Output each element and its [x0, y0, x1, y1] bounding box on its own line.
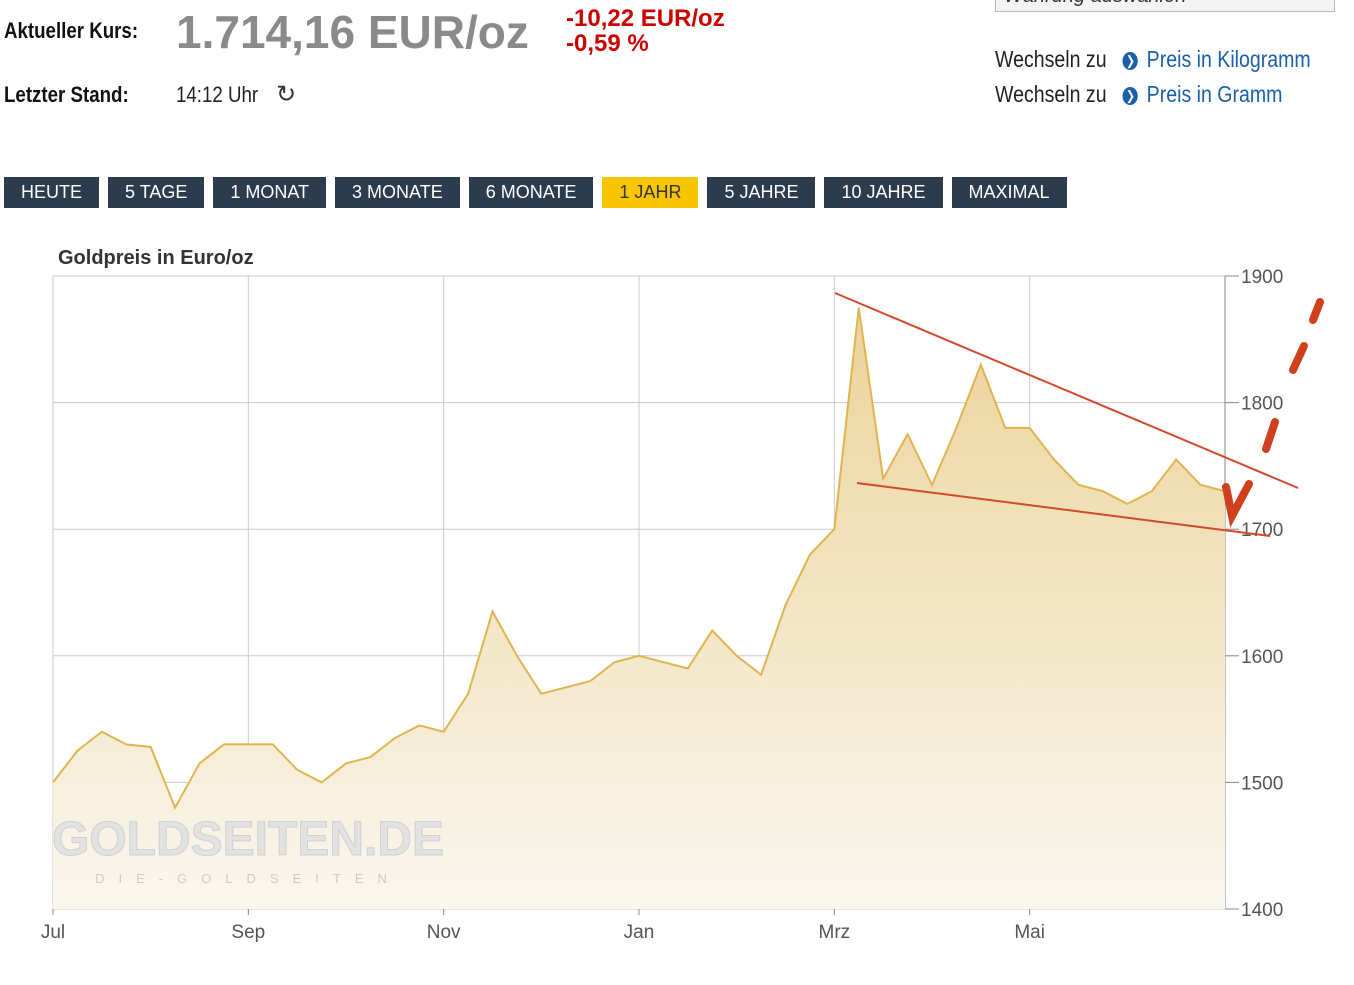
y-tick-label: 1600	[1241, 647, 1283, 668]
price: 1.714,16 EUR/oz	[176, 6, 529, 58]
x-tick-label: Nov	[427, 922, 461, 943]
range-button[interactable]: HEUTE	[4, 177, 100, 208]
range-button[interactable]: 5 JAHRE	[707, 177, 816, 208]
trend-lines	[834, 292, 1299, 537]
y-tick-label: 1800	[1241, 394, 1283, 415]
range-button[interactable]: MAXIMAL	[951, 177, 1067, 208]
trend-line	[834, 292, 1299, 489]
y-tick-label: 1900	[1241, 267, 1283, 288]
plot-frame	[52, 275, 1226, 910]
chart-title: Goldpreis in Euro/oz	[58, 247, 254, 269]
link-g[interactable]: Preis in Gramm	[1146, 81, 1283, 107]
current-label: Aktueller Kurs:	[4, 18, 139, 43]
y-tick-label: 1400	[1241, 900, 1283, 921]
projection-v	[1222, 480, 1253, 528]
range-button[interactable]: 10 JAHRE	[824, 177, 943, 208]
x-tick-label: Jul	[41, 922, 65, 943]
range-buttons: HEUTE 5 TAGE 1 MONAT 3 MONATE 6 MONATE 1 JAHR…	[4, 177, 1067, 208]
projection-dash	[1309, 298, 1324, 324]
switch-row: Wechseln zu ❯ Preis in Gramm	[995, 81, 1282, 108]
x-tick-label: Mai	[1014, 922, 1045, 943]
range-button[interactable]: 6 MONATE	[468, 177, 594, 208]
line	[52, 307, 1226, 811]
switch-label: Wechseln zu	[995, 81, 1107, 107]
area	[53, 307, 1225, 909]
currency-select[interactable]: Währung auswählen	[995, 0, 1335, 12]
range-button[interactable]: 5 TAGE	[108, 177, 205, 208]
last-label: Letzter Stand:	[4, 82, 129, 107]
range-button[interactable]: 1 MONAT	[213, 177, 327, 208]
switch-row: Wechseln zu ❯ Preis in Kilogramm	[995, 46, 1311, 73]
projection-marks	[1222, 298, 1324, 528]
switch-label: Wechseln zu	[995, 46, 1107, 72]
x-tick-label: Jan	[624, 922, 655, 943]
watermark-tagline: DIE-GOLDSEITEN	[95, 871, 401, 886]
x-tick-label: Sep	[231, 922, 265, 943]
link-kg[interactable]: Preis in Kilogramm	[1146, 46, 1311, 72]
range-button[interactable]: 3 MONATE	[335, 177, 460, 208]
change-abs: -10,22 EUR/oz	[566, 5, 725, 32]
watermark: GOLDSEITEN.DE	[52, 813, 444, 866]
link-icon: ❯	[1122, 86, 1139, 105]
y-tick-label: 1500	[1241, 773, 1283, 794]
projection-dash	[1289, 342, 1308, 374]
change-pct: -0,59 %	[566, 30, 649, 57]
refresh-icon[interactable]: ↻	[276, 81, 297, 108]
time: 14:12 Uhr	[176, 82, 259, 107]
projection-dash	[1262, 418, 1279, 453]
trend-line	[856, 482, 1271, 537]
x-tick-label: Mrz	[819, 922, 851, 943]
range-button[interactable]: 1 JAHR	[602, 177, 699, 208]
y-tick-label: 1700	[1241, 520, 1283, 541]
link-icon: ❯	[1122, 51, 1139, 70]
